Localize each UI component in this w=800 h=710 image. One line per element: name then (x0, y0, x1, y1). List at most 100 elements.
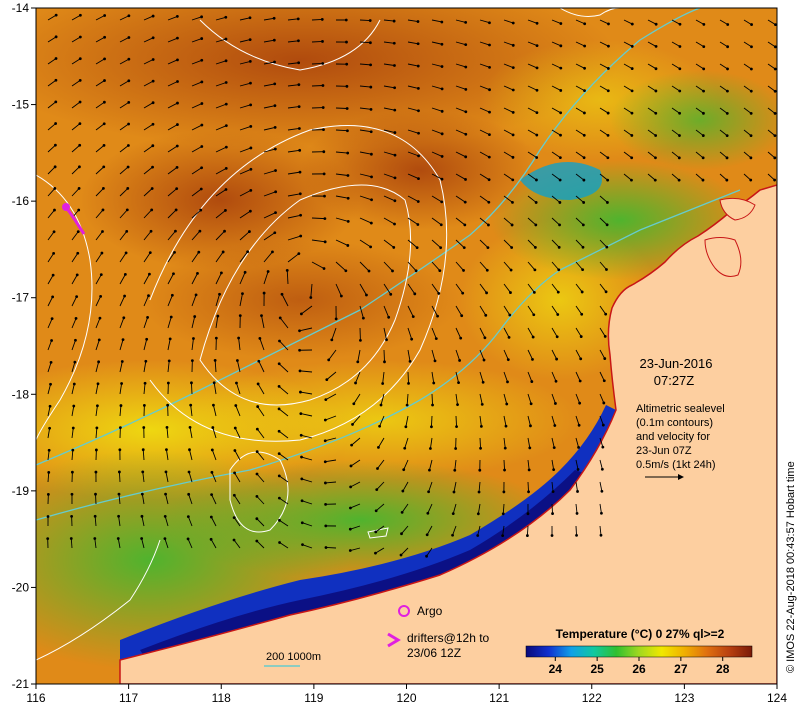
velocity-vector-head (187, 470, 191, 474)
velocity-vector (239, 190, 252, 197)
velocity-vector-head (200, 37, 204, 40)
credit-text: © IMOS 22-Aug-2018 00:43:57 Hobart time (785, 461, 797, 673)
velocity-vector-head (702, 23, 706, 26)
velocity-vector (382, 371, 385, 384)
velocity-vector-head (324, 481, 327, 485)
velocity-vector (119, 405, 122, 417)
velocity-vector-head (344, 269, 348, 273)
velocity-vector (526, 525, 529, 536)
velocity-vector-head (101, 208, 105, 212)
velocity-vector-head (600, 467, 604, 471)
velocity-vector-head (260, 314, 263, 318)
velocity-vector (299, 370, 313, 373)
velocity-vector (167, 59, 178, 65)
velocity-vector-head (51, 295, 55, 299)
velocity-vector-head (346, 174, 350, 177)
velocity-vector (47, 188, 56, 197)
velocity-vector (191, 338, 194, 351)
velocity-vector-head (248, 209, 252, 213)
velocity-vector-head (483, 336, 487, 340)
velocity-vector (407, 173, 419, 180)
velocity-vector-head (462, 246, 466, 250)
velocity-vector-head (606, 133, 610, 137)
velocity-vector-head (54, 100, 58, 104)
velocity-vector-head (439, 246, 443, 250)
velocity-vector (503, 393, 508, 405)
velocity-vector (455, 85, 466, 90)
velocity-vector (95, 15, 105, 21)
velocity-vector-head (451, 512, 455, 516)
velocity-vector-head (507, 335, 511, 339)
velocity-vector (118, 494, 121, 505)
velocity-vector (141, 538, 145, 549)
velocity-vector (383, 129, 396, 134)
velocity-vector-head (389, 292, 393, 296)
lon-tick-label: 120 (396, 691, 416, 705)
velocity-vector-head (323, 194, 326, 198)
velocity-vector (287, 149, 300, 153)
velocity-vector (743, 129, 752, 136)
velocity-vector-head (558, 223, 561, 227)
velocity-vector (431, 283, 440, 294)
velocity-vector (623, 63, 633, 69)
velocity-vector (214, 360, 217, 373)
velocity-vector-head (168, 337, 172, 341)
velocity-vector-head (298, 348, 302, 352)
velocity-vector-head (126, 144, 130, 147)
velocity-vector (575, 85, 585, 92)
velocity-vector (47, 123, 56, 131)
velocity-vector-head (46, 537, 50, 540)
velocity-vector-head (75, 295, 79, 299)
velocity-vector (551, 305, 559, 315)
velocity-vector-head (127, 14, 131, 18)
velocity-vector-head (725, 111, 729, 115)
velocity-vector-head (150, 208, 154, 212)
velocity-vector (95, 58, 105, 65)
velocity-vector (256, 473, 265, 483)
velocity-vector (767, 129, 776, 136)
velocity-vector (671, 19, 681, 25)
velocity-vector-head (297, 105, 301, 108)
velocity-vector-head (96, 382, 100, 386)
velocity-vector (71, 166, 80, 175)
velocity-vector-head (125, 229, 129, 233)
velocity-vector (359, 261, 370, 272)
velocity-vector-head (354, 381, 357, 385)
velocity-vector-head (102, 143, 106, 147)
velocity-vector-head (369, 152, 373, 156)
velocity-vector-head (407, 381, 410, 385)
velocity-vector (258, 361, 265, 373)
velocity-vector-head (459, 336, 463, 340)
velocity-vector (47, 79, 57, 87)
velocity-vector-head (773, 45, 777, 49)
velocity-vector-head (577, 445, 580, 449)
velocity-vector-head (300, 477, 304, 481)
velocity-vector (188, 494, 193, 505)
velocity-vector-head (321, 62, 325, 65)
velocity-vector (165, 471, 169, 483)
velocity-vector-head (654, 67, 658, 71)
velocity-vector (407, 371, 409, 384)
velocity-vector (359, 173, 372, 178)
velocity-vector (695, 173, 704, 181)
velocity-vector-head (654, 89, 658, 93)
velocity-vector (263, 170, 276, 175)
velocity-vector-head (440, 109, 444, 113)
velocity-vector-head (378, 424, 382, 428)
velocity-vector (551, 437, 555, 448)
velocity-vector (527, 371, 533, 382)
velocity-vector (71, 450, 74, 461)
velocity-vector (335, 173, 349, 176)
velocity-vector-head (54, 13, 58, 17)
velocity-vector-head (193, 315, 197, 318)
velocity-vector-head (702, 89, 705, 93)
velocity-vector-head (411, 315, 415, 319)
velocity-vector-head (377, 445, 380, 449)
velocity-vector-head (277, 429, 281, 433)
velocity-vector (300, 391, 313, 395)
velocity-vector-head (579, 335, 583, 338)
velocity-vector (325, 547, 337, 549)
velocity-vector-head (298, 148, 302, 152)
velocity-vector-head (249, 189, 253, 192)
velocity-vector-head (78, 100, 82, 104)
